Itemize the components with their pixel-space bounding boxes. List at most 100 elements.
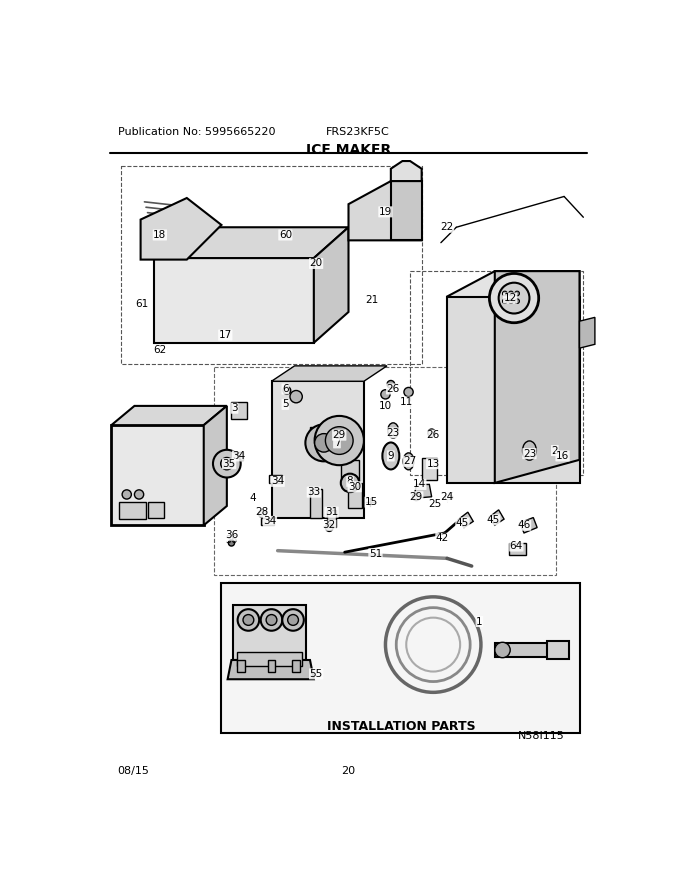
Text: 20: 20 <box>309 259 323 268</box>
Circle shape <box>503 299 507 304</box>
Text: 12: 12 <box>504 293 517 303</box>
Text: 51: 51 <box>369 549 382 559</box>
Text: 26: 26 <box>386 384 400 394</box>
Text: 31: 31 <box>325 507 338 517</box>
Bar <box>262 517 274 525</box>
Ellipse shape <box>403 453 414 470</box>
Bar <box>422 458 437 480</box>
Bar <box>237 652 303 666</box>
Text: 1: 1 <box>476 617 483 627</box>
Text: 26: 26 <box>426 430 440 440</box>
Text: 08/15: 08/15 <box>118 766 150 776</box>
Text: 28: 28 <box>256 507 269 517</box>
Circle shape <box>503 291 507 296</box>
Text: 62: 62 <box>153 346 167 356</box>
Text: 20: 20 <box>341 766 356 776</box>
Text: 45: 45 <box>456 518 469 528</box>
Polygon shape <box>447 271 579 483</box>
Circle shape <box>404 387 413 397</box>
Circle shape <box>213 450 241 478</box>
Circle shape <box>283 386 291 394</box>
Text: 17: 17 <box>219 330 232 340</box>
Text: 23: 23 <box>523 449 536 458</box>
Circle shape <box>282 609 304 631</box>
Text: 29: 29 <box>409 492 423 502</box>
Circle shape <box>333 433 341 441</box>
Polygon shape <box>233 605 306 660</box>
Bar <box>121 165 422 364</box>
Text: 36: 36 <box>225 535 237 546</box>
Circle shape <box>122 490 131 499</box>
Circle shape <box>135 490 143 499</box>
Text: INSTALLATION PARTS: INSTALLATION PARTS <box>326 720 475 733</box>
Polygon shape <box>391 161 422 181</box>
Bar <box>509 543 526 554</box>
Text: FRS23KF5C: FRS23KF5C <box>326 127 389 137</box>
Circle shape <box>266 614 277 626</box>
Circle shape <box>315 416 364 466</box>
Text: 15: 15 <box>442 492 455 502</box>
Text: 16: 16 <box>556 451 569 461</box>
Bar <box>292 660 300 671</box>
Text: 10: 10 <box>379 401 392 411</box>
Text: 55: 55 <box>309 669 323 678</box>
Polygon shape <box>271 366 387 381</box>
Circle shape <box>495 642 510 657</box>
Text: 23: 23 <box>386 428 400 438</box>
Text: 60: 60 <box>279 230 292 240</box>
Polygon shape <box>520 517 537 533</box>
Bar <box>214 368 556 576</box>
Text: 61: 61 <box>135 299 149 309</box>
Text: 34: 34 <box>263 517 277 526</box>
Bar <box>269 475 282 483</box>
Bar <box>391 181 422 240</box>
Bar <box>222 583 579 733</box>
Bar <box>310 428 339 447</box>
Text: 22: 22 <box>441 223 454 232</box>
Bar <box>231 452 243 459</box>
Bar <box>410 271 583 475</box>
Bar <box>271 381 364 518</box>
Bar <box>310 489 322 518</box>
Bar <box>495 643 553 656</box>
Circle shape <box>288 614 299 626</box>
Text: 34: 34 <box>233 451 245 461</box>
Circle shape <box>498 282 530 313</box>
Ellipse shape <box>382 443 399 469</box>
Text: ICE MAKER: ICE MAKER <box>306 143 391 157</box>
Circle shape <box>428 429 435 436</box>
Bar <box>547 641 568 659</box>
Polygon shape <box>204 406 227 525</box>
Circle shape <box>228 539 235 546</box>
Polygon shape <box>112 406 227 425</box>
Text: Publication No: 5995665220: Publication No: 5995665220 <box>118 127 275 137</box>
Circle shape <box>509 299 513 304</box>
Circle shape <box>387 380 394 388</box>
Ellipse shape <box>522 441 537 460</box>
Text: 14: 14 <box>413 480 426 489</box>
Bar <box>348 483 362 508</box>
Text: 29: 29 <box>333 430 346 440</box>
Text: 46: 46 <box>517 520 530 531</box>
Bar <box>231 402 247 419</box>
Circle shape <box>290 391 303 403</box>
Bar <box>119 502 146 519</box>
Text: 42: 42 <box>436 533 449 543</box>
Text: 18: 18 <box>153 230 167 240</box>
Text: 34: 34 <box>271 476 284 487</box>
Text: 36: 36 <box>225 531 238 540</box>
Bar <box>237 660 245 671</box>
Bar <box>268 660 275 671</box>
Circle shape <box>509 291 513 296</box>
Text: 4: 4 <box>249 494 256 503</box>
Text: 13: 13 <box>426 458 440 469</box>
Circle shape <box>381 390 390 399</box>
Text: N58I115: N58I115 <box>517 730 564 741</box>
Bar <box>112 425 204 525</box>
Bar <box>327 510 336 527</box>
Circle shape <box>221 458 233 470</box>
Text: 15: 15 <box>365 497 378 507</box>
Bar <box>341 459 359 483</box>
Text: 24: 24 <box>441 492 454 502</box>
Polygon shape <box>348 181 422 240</box>
